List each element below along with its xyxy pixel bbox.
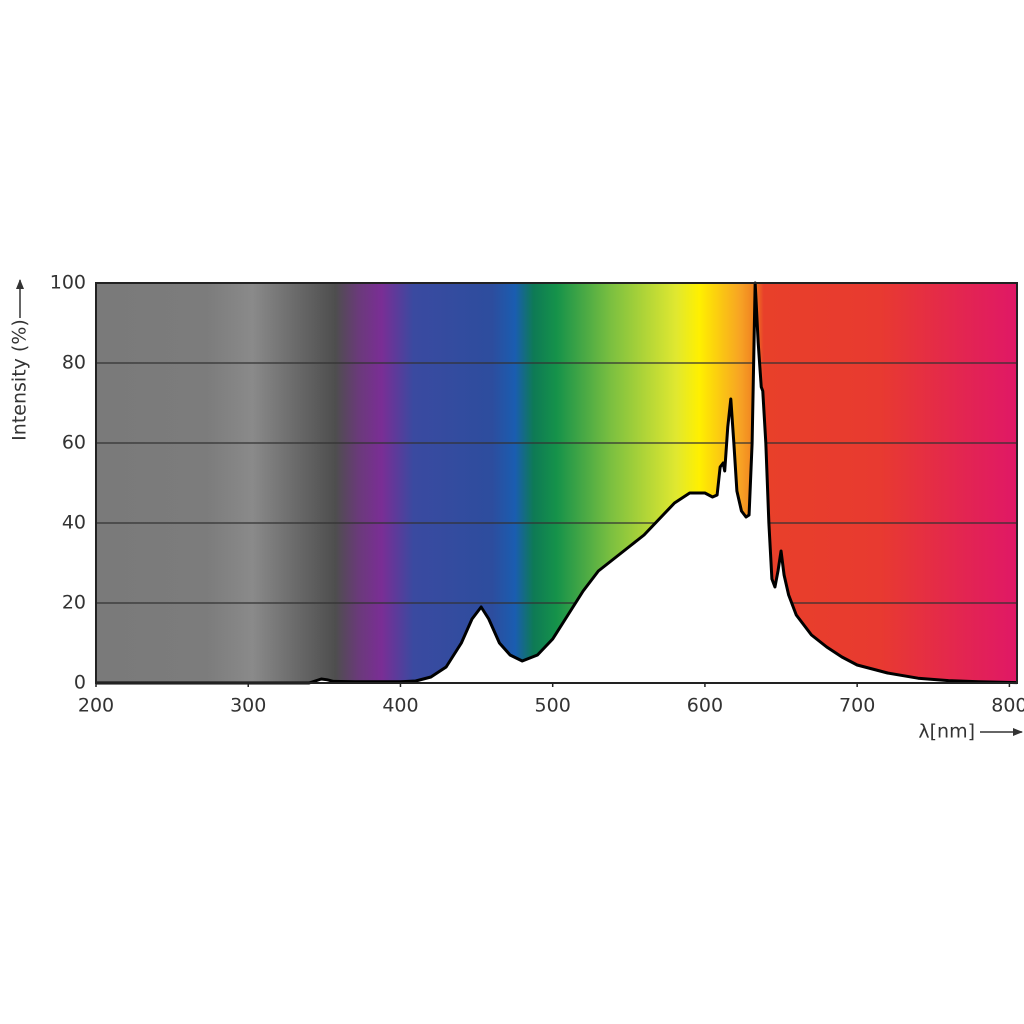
x-tick-label: 600: [687, 695, 723, 717]
x-tick-label: 500: [535, 695, 571, 717]
x-axis-label: λ[nm]: [918, 721, 975, 743]
y-tick-label: 40: [62, 512, 86, 534]
y-tick-label: 80: [62, 352, 86, 374]
y-tick-label: 0: [74, 672, 86, 694]
x-tick-label: 800: [991, 695, 1024, 717]
x-tick-label: 200: [78, 695, 114, 717]
y-tick-label: 20: [62, 592, 86, 614]
x-tick-label: 300: [230, 695, 266, 717]
y-tick-label: 60: [62, 432, 86, 454]
plot-frame: [95, 282, 1018, 684]
x-tick-label: 400: [382, 695, 418, 717]
spectrum-line: [96, 281, 1018, 685]
y-tick-label: 100: [50, 272, 86, 294]
y-axis-label: Intensity (%): [9, 319, 31, 441]
spectrum-background: [96, 283, 1017, 683]
x-tick-label: 700: [839, 695, 875, 717]
